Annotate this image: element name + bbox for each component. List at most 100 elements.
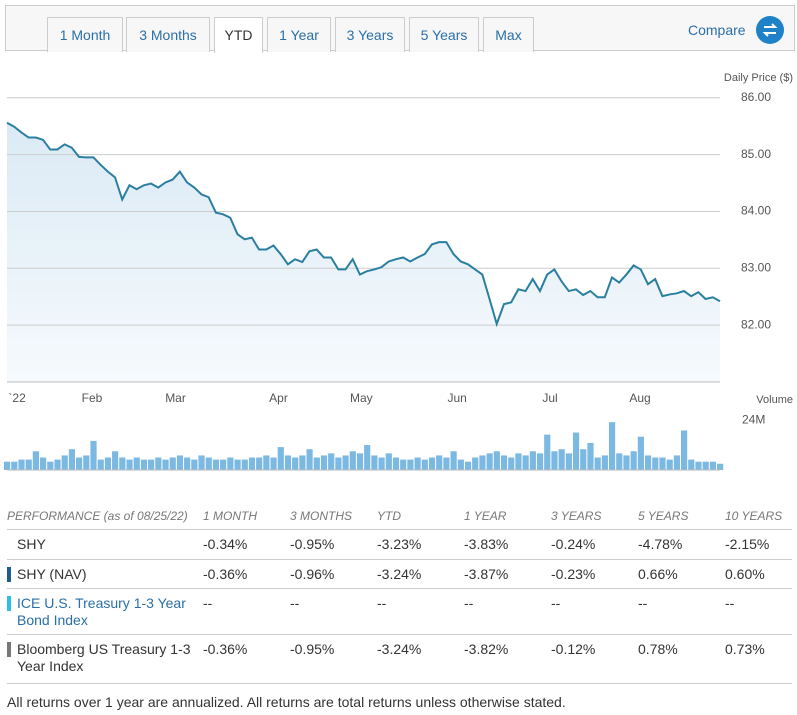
cell-value: -0.34%: [203, 536, 248, 552]
cell-value: --: [725, 595, 735, 611]
volume-bar: [47, 461, 54, 470]
volume-bar: [616, 453, 623, 470]
volume-bar: [18, 459, 25, 470]
tab[interactable]: 3 Months: [126, 17, 210, 52]
cell-value: --: [551, 595, 561, 611]
x-tick-label: May: [350, 391, 373, 405]
volume-bar: [407, 459, 414, 470]
volume-bar: [717, 463, 724, 470]
volume-bar: [198, 455, 205, 470]
volume-bar: [68, 449, 76, 470]
price-line: [6, 121, 721, 328]
volume-bar: [572, 432, 580, 470]
compare-link[interactable]: Compare: [688, 22, 746, 38]
volume-bar: [565, 453, 572, 470]
volume-bar: [666, 459, 673, 470]
volume-bar: [695, 461, 702, 470]
y-tick-label: 84.00: [741, 204, 771, 218]
volume-label: Volume: [756, 394, 793, 406]
cell-value: -0.23%: [551, 566, 596, 582]
volume-bar: [133, 457, 140, 470]
volume-bar: [270, 457, 277, 470]
column-header: 1 MONTH: [203, 509, 257, 523]
volume-bar: [673, 455, 680, 470]
volume-bar: [421, 459, 428, 470]
cell-value: --: [638, 595, 648, 611]
volume-bar: [544, 434, 551, 470]
volume-bar: [241, 459, 248, 470]
volume-bar: [54, 459, 61, 470]
volume-bar: [364, 445, 371, 470]
volume-bar: [11, 461, 18, 470]
cell-value: -3.23%: [377, 536, 422, 552]
row-separator: [7, 559, 792, 560]
cell-value: 0.66%: [638, 566, 678, 582]
tab-bar: 1 Month 3 Months YTD 1 Year 3 Years 5 Years Ma…: [5, 5, 795, 53]
volume-bar: [623, 455, 630, 470]
volume-bar: [148, 459, 155, 470]
volume-bar: [400, 459, 407, 470]
cell-value: -0.24%: [551, 536, 596, 552]
row-name: SHY (NAV): [17, 566, 87, 582]
volume-bar: [493, 451, 500, 470]
tab[interactable]: 1 Month: [47, 17, 123, 52]
row-separator: [7, 588, 792, 589]
y-tick-label: 85.00: [741, 147, 771, 161]
cell-value: -3.87%: [464, 566, 509, 582]
volume-bar: [191, 459, 198, 470]
column-header: 3 YEARS: [551, 509, 602, 523]
x-tick-label: Feb: [82, 391, 103, 405]
x-tick-label: Jun: [447, 391, 466, 405]
volume-bar: [97, 459, 104, 470]
cell-value: -0.95%: [290, 536, 335, 552]
volume-bar: [392, 457, 400, 470]
volume-bar: [32, 451, 40, 470]
x-tick-label: Jul: [542, 391, 557, 405]
volume-bar: [169, 457, 176, 470]
cell-value: -3.83%: [464, 536, 509, 552]
volume-bar: [299, 455, 306, 470]
volume-bar: [76, 457, 83, 470]
volume-bar: [688, 459, 695, 470]
tab[interactable]: 5 Years: [409, 17, 479, 52]
volume-bar: [306, 449, 313, 470]
y-tick-label: 83.00: [741, 260, 771, 274]
volume-bar: [385, 453, 392, 470]
tab[interactable]: Max: [483, 17, 534, 52]
volume-bar: [61, 455, 68, 470]
volume-bar: [515, 453, 522, 470]
price-chart: Daily Price ($) Volume 82.00 83.00 84.00 85…: [4, 72, 793, 471]
tab[interactable]: 1 Year: [267, 17, 331, 52]
volume-bar: [112, 451, 119, 470]
column-header: YTD: [377, 509, 401, 523]
cell-value: -3.24%: [377, 566, 422, 582]
volume-bar: [608, 422, 616, 470]
cell-value: -3.82%: [464, 641, 509, 657]
cell-value: -0.36%: [203, 566, 248, 582]
volume-bar: [356, 453, 364, 470]
tab[interactable]: 3 Years: [335, 17, 405, 52]
cell-value: 0.60%: [725, 566, 765, 582]
volume-bar: [40, 457, 47, 470]
volume-bar: [184, 457, 191, 470]
y-tick-label: 86.00: [741, 90, 771, 104]
row-separator: [7, 683, 792, 684]
volume-bar: [522, 455, 529, 470]
volume-bar: [313, 457, 320, 470]
cell-value: -0.36%: [203, 641, 248, 657]
tab[interactable]: YTD: [214, 17, 263, 53]
cell-value: -3.24%: [377, 641, 422, 657]
column-header: 1 YEAR: [464, 509, 507, 523]
volume-bar: [637, 436, 644, 470]
volume-bar: [83, 455, 90, 470]
compare-icon[interactable]: [756, 16, 784, 44]
volume-bar: [702, 461, 709, 470]
volume-bar: [443, 457, 450, 470]
cell-value: 0.73%: [725, 641, 765, 657]
footnote: All returns over 1 year are annualized. …: [7, 694, 566, 710]
row-name: SHY: [17, 536, 46, 552]
volume-bar: [119, 457, 126, 470]
cell-value: -0.12%: [551, 641, 596, 657]
volume-bar: [536, 453, 544, 470]
volume-bar: [256, 457, 263, 470]
